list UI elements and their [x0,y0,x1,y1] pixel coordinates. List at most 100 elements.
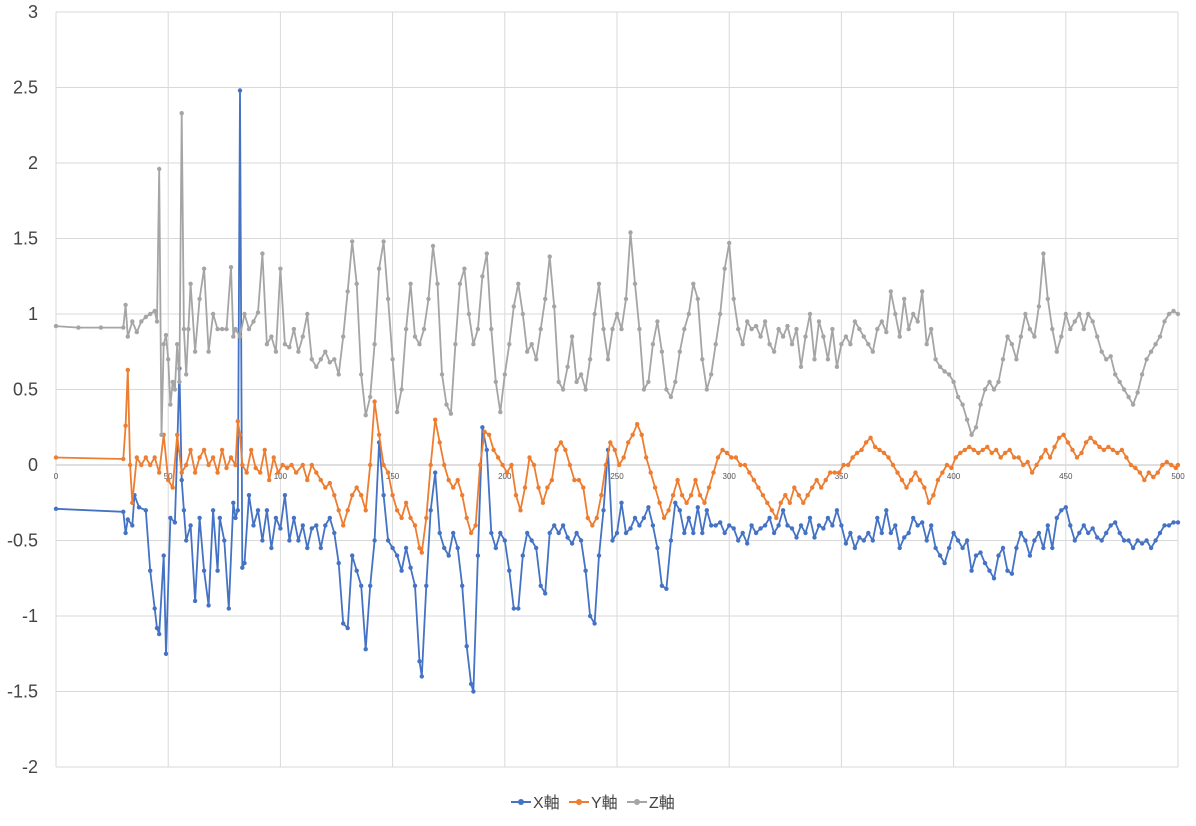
data-point [574,379,579,385]
data-point [832,470,837,475]
y-tick-label: -0.5 [7,531,38,551]
data-point [491,447,496,453]
data-point [1072,538,1078,543]
data-point [437,440,442,445]
legend-item-1: X軸 [511,794,560,812]
data-point [946,372,952,377]
data-point [1092,440,1098,445]
data-point [664,387,669,392]
data-point [982,387,988,392]
data-point [776,326,781,332]
data-point [1175,311,1181,317]
data-point [955,538,961,543]
data-point [237,334,243,339]
data-point [888,289,893,294]
data-point [381,493,386,498]
data-point [1171,308,1176,314]
data-point [442,462,447,468]
data-point [206,349,211,354]
data-point [372,399,377,404]
data-point [136,505,142,510]
data-point [998,455,1003,460]
data-point [271,455,276,460]
data-point [1086,530,1091,536]
data-point [323,485,328,490]
data-point [628,230,633,235]
x-tick-label: 300 [723,472,737,481]
data-point [327,480,332,486]
data-point [143,314,148,320]
data-point [1099,349,1104,354]
data-point [897,334,902,339]
data-point [345,625,350,631]
data-point [143,455,148,460]
data-point [967,444,972,450]
data-point [300,462,305,468]
data-point [1045,296,1051,302]
data-point [309,357,314,362]
data-point [751,477,757,483]
data-point [511,304,516,309]
data-point [495,455,501,460]
data-point [857,326,862,332]
data-point [758,526,763,531]
data-point [341,334,346,339]
data-point [210,311,216,317]
data-point [902,296,907,302]
data-point [1144,538,1149,543]
data-point [1160,462,1165,468]
data-point [619,326,624,332]
data-point [623,530,629,536]
data-point [152,308,157,314]
data-point [906,530,911,536]
data-point [1135,538,1140,543]
data-point [1097,444,1102,450]
data-point [1135,390,1140,395]
series-line [55,89,1178,693]
data-point [1061,432,1066,437]
data-point [991,387,997,392]
data-point [1088,435,1093,440]
data-point [556,379,561,385]
data-point [778,500,783,505]
data-point [186,326,191,332]
data-point [172,387,178,392]
data-point [1077,311,1082,317]
data-point [875,326,880,332]
legend-label: Z軸 [649,794,675,812]
data-point [655,545,660,551]
data-point [206,603,211,608]
data-point [852,319,858,324]
data-point [1121,538,1127,543]
data-point [1063,505,1069,510]
data-point [163,651,169,656]
data-point [1063,311,1069,317]
data-point [192,349,198,354]
data-point [859,447,864,453]
data-point [666,508,671,513]
data-point [228,265,234,270]
data-point [201,447,207,453]
data-point [673,379,678,385]
data-point [933,357,938,362]
data-point [543,591,548,596]
data-point [53,323,59,329]
data-point [327,515,332,521]
data-point [830,523,835,528]
data-point [457,281,463,286]
data-point [771,530,777,536]
data-point [1081,523,1087,528]
data-point [451,530,456,536]
data-point [1144,357,1149,362]
data-point [803,334,808,339]
data-point [608,440,613,445]
data-point [419,674,424,679]
data-point [942,369,947,374]
data-point [917,477,923,483]
data-point [154,319,160,324]
data-point [538,326,543,332]
data-point [540,500,546,505]
data-point [603,462,608,468]
data-point [453,342,458,347]
data-point [599,493,604,498]
